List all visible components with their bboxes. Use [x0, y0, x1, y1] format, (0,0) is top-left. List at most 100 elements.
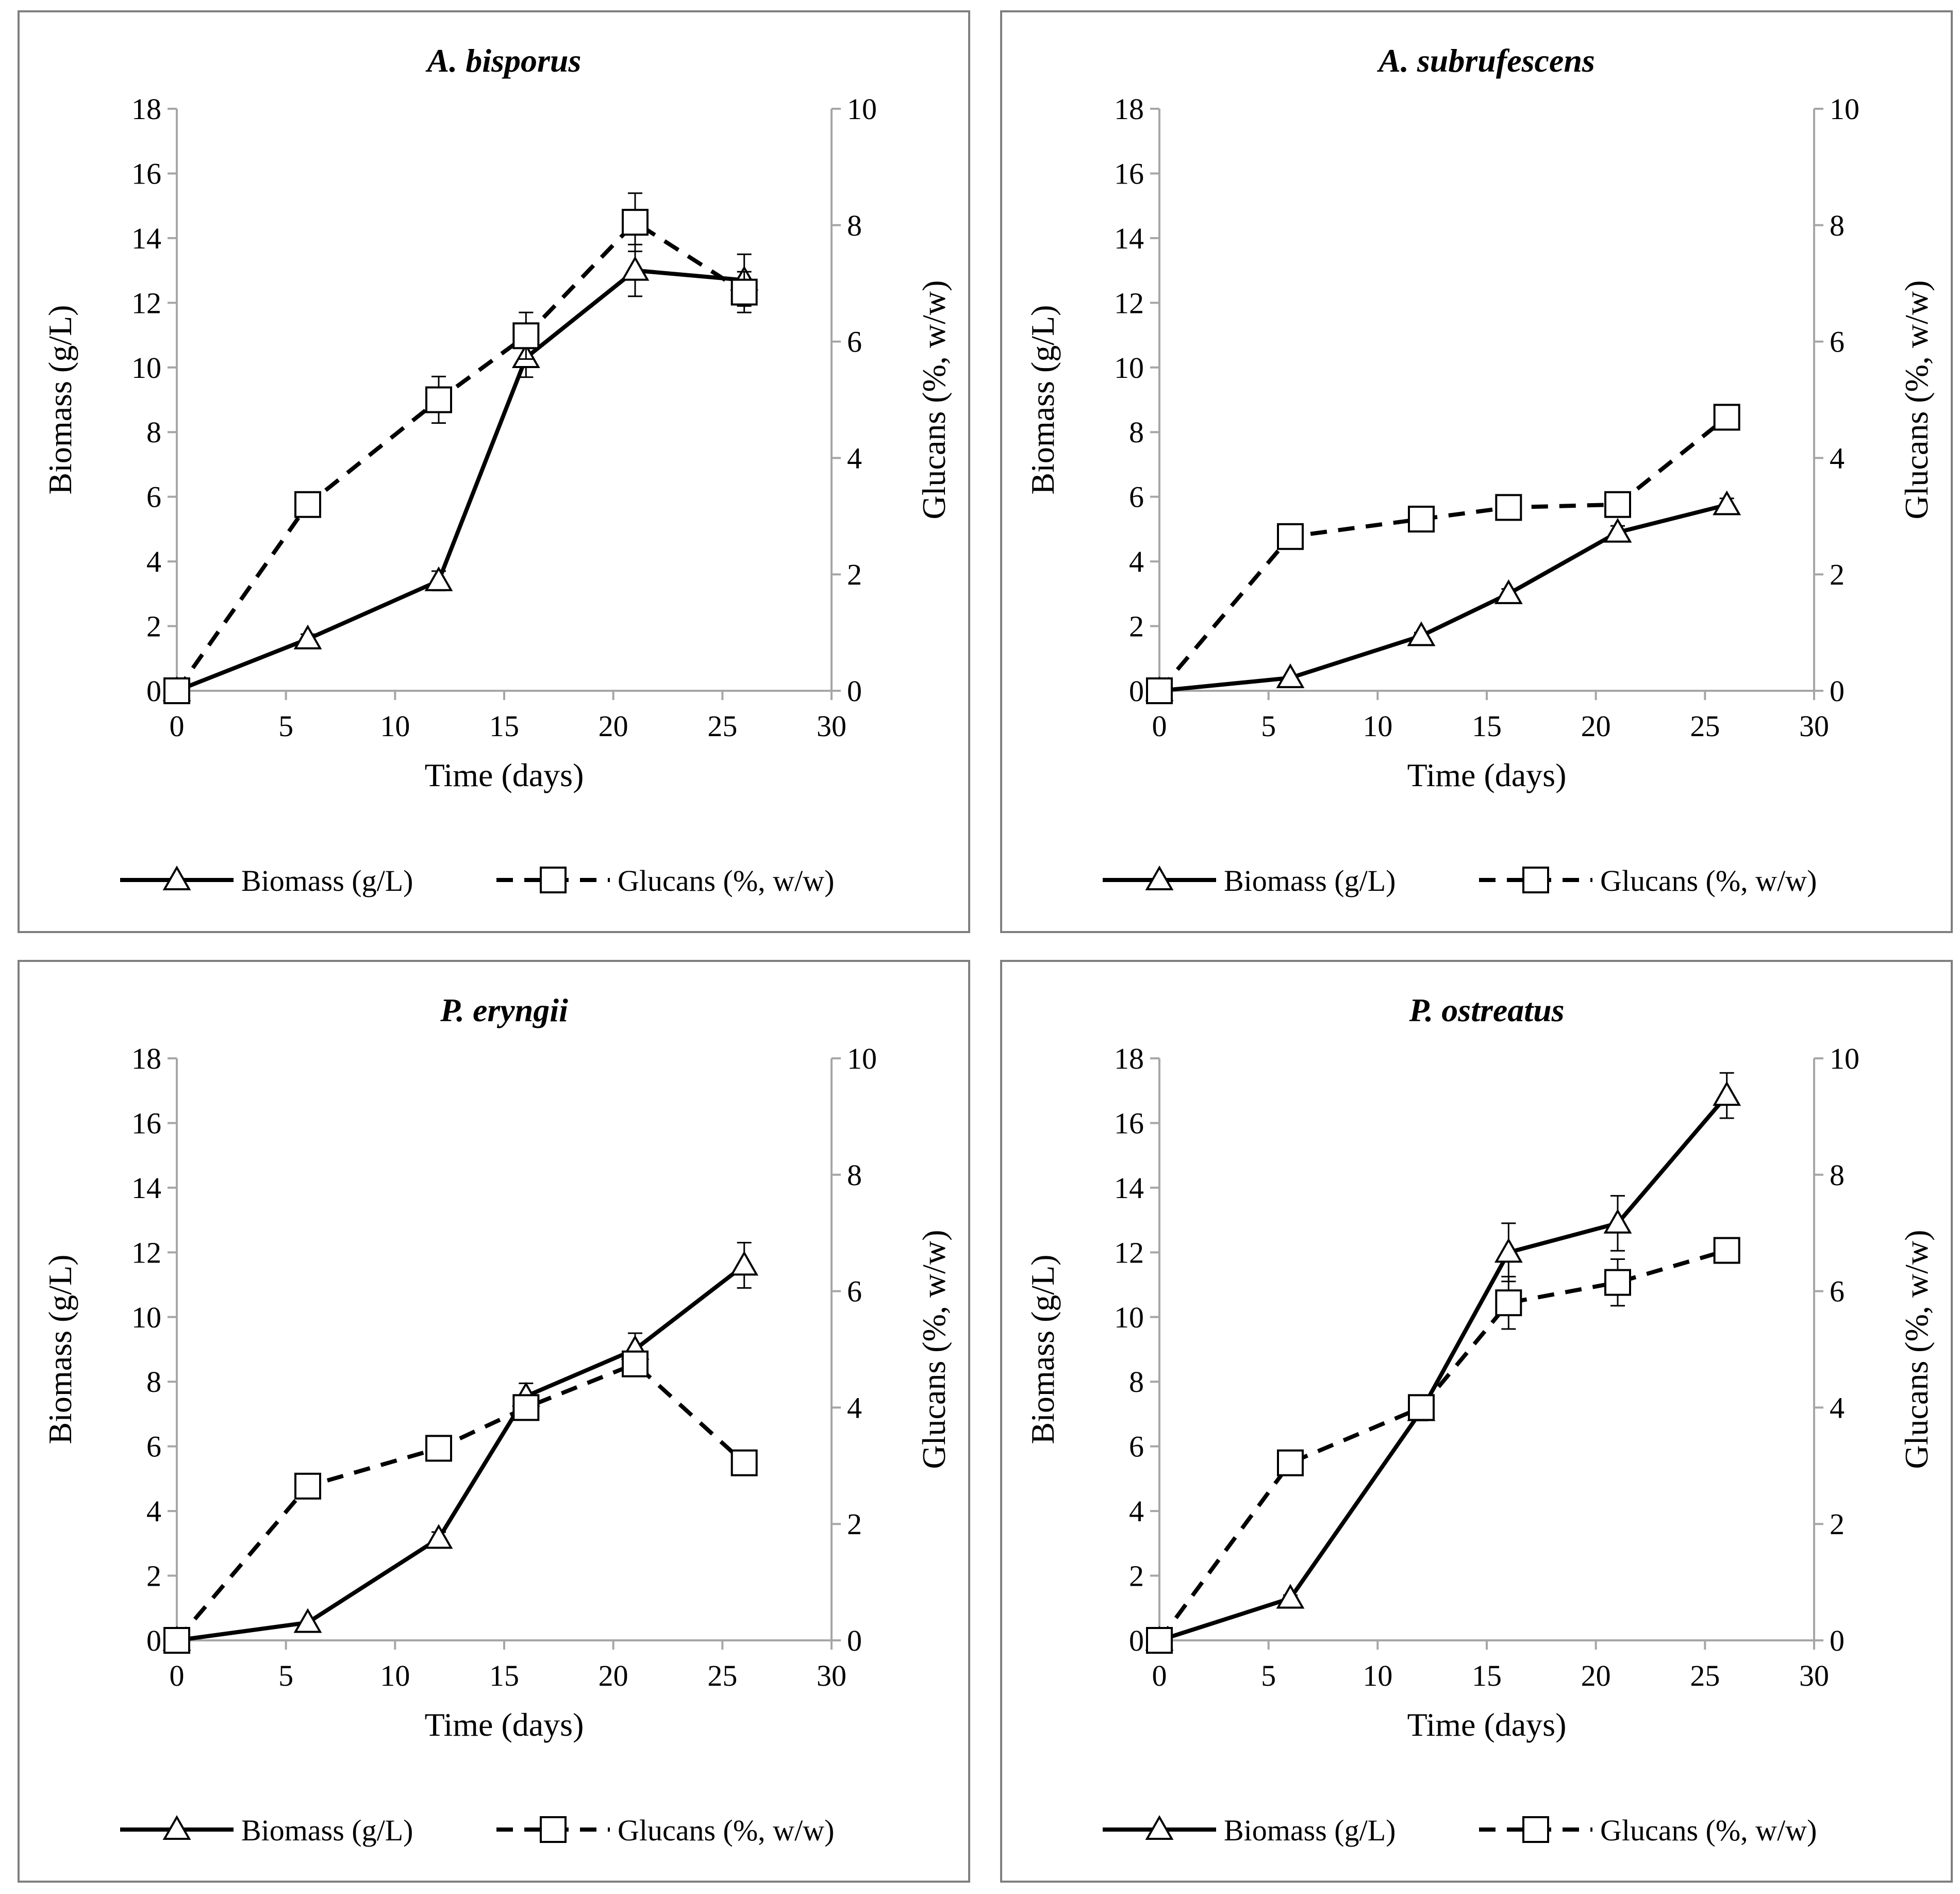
left-y-tick-label: 2 [1129, 1559, 1144, 1593]
data-point-glucans [512, 322, 540, 350]
series-line-glucans [1157, 1248, 1728, 1642]
data-point-glucans [1408, 1394, 1435, 1421]
left-y-tick-label: 12 [1114, 1236, 1144, 1269]
x-tick-label: 30 [1799, 1659, 1829, 1692]
left-y-tick-label: 14 [131, 222, 161, 255]
x-tick-label: 15 [489, 709, 519, 743]
right-y-tick-label: 0 [1830, 674, 1845, 708]
data-point-glucans [1713, 1237, 1740, 1264]
x-tick-label: 20 [1581, 709, 1611, 743]
right-y-tick-label: 2 [847, 1507, 862, 1541]
legend-label-glucans: Glucans (%, w/w) [1600, 864, 1817, 898]
left-y-tick-label: 8 [1129, 416, 1144, 449]
right-y-tick-label: 6 [847, 1275, 862, 1308]
data-point-glucans [622, 209, 649, 236]
legend-triangle-icon [1145, 1815, 1174, 1840]
right-y-tick-label: 10 [847, 1042, 877, 1075]
data-point-biomass [1494, 579, 1523, 604]
right-y-tick-label: 4 [847, 1391, 862, 1424]
x-tick-label: 30 [817, 1659, 846, 1692]
legend-label-biomass: Biomass (g/L) [1224, 864, 1396, 898]
left-y-tick-label: 10 [1114, 351, 1144, 385]
left-y-tick-label: 0 [1129, 1624, 1144, 1657]
legend: Biomass (g/L) Glucans (%, w/w) [1103, 864, 1817, 898]
chart-svg: A. subrufescens 0 2 4 6 8 10 12 14 16 18 0 2 4 6 8 10 0 5 1… [1024, 42, 1935, 898]
data-point-biomass [293, 624, 322, 650]
x-tick-label: 5 [1261, 1659, 1276, 1692]
data-point-biomass [424, 566, 453, 591]
x-tick-label: 20 [599, 1659, 628, 1692]
data-point-biomass [1713, 490, 1741, 516]
data-point-glucans [425, 386, 452, 413]
left-y-axis-label: Biomass (g/L) [1024, 1255, 1061, 1444]
x-tick-label: 30 [817, 709, 846, 743]
series-biomass [1145, 490, 1741, 701]
x-tick-label: 0 [1152, 709, 1167, 743]
x-axis-label: Time (days) [1407, 1706, 1567, 1743]
chart-panel-p-eryngii: P. eryngii 0 2 4 6 8 10 12 14 16 18 0 2 4 6 8 10 0 5 10 15 20… [18, 960, 970, 1883]
x-tick-label: 0 [170, 1659, 185, 1692]
left-y-tick-label: 14 [1114, 222, 1144, 255]
x-axis-label: Time (days) [425, 1706, 584, 1743]
left-y-tick-label: 12 [131, 1236, 161, 1269]
left-y-tick-label: 8 [146, 1365, 161, 1399]
right-y-axis-label: Glucans (%, w/w) [916, 280, 952, 520]
data-point-glucans [1495, 1289, 1522, 1317]
series-glucans [1146, 404, 1740, 704]
x-tick-label: 15 [1472, 1659, 1502, 1692]
right-y-tick-label: 2 [1830, 558, 1845, 591]
left-y-tick-label: 12 [1114, 286, 1144, 320]
series-biomass [1145, 1072, 1741, 1651]
right-y-tick-label: 6 [1830, 325, 1845, 359]
data-point-glucans [730, 1449, 758, 1476]
data-point-biomass [1603, 1208, 1632, 1234]
right-y-tick-label: 2 [1830, 1507, 1845, 1541]
chart-title: P. ostreatus [1408, 992, 1564, 1028]
x-tick-label: 5 [278, 709, 293, 743]
data-point-biomass [1407, 621, 1436, 646]
data-point-glucans [1495, 494, 1522, 521]
right-y-tick-label: 6 [1830, 1275, 1845, 1308]
legend: Biomass (g/L) Glucans (%, w/w) [120, 864, 834, 898]
x-tick-label: 10 [1363, 709, 1392, 743]
right-y-tick-label: 8 [1830, 209, 1845, 242]
left-y-tick-label: 10 [131, 351, 161, 385]
right-y-tick-label: 0 [847, 1624, 862, 1657]
series-glucans [1146, 1237, 1740, 1654]
data-point-glucans [730, 278, 758, 306]
data-point-biomass [293, 1608, 322, 1633]
left-y-tick-label: 18 [1114, 1042, 1144, 1075]
legend-triangle-icon [1145, 865, 1174, 890]
x-tick-label: 15 [489, 1659, 519, 1692]
left-y-tick-label: 16 [131, 157, 161, 190]
left-y-tick-label: 6 [146, 480, 161, 514]
left-y-tick-label: 2 [146, 1559, 161, 1593]
x-tick-label: 0 [170, 709, 185, 743]
right-y-tick-label: 0 [1830, 1624, 1845, 1657]
data-point-biomass [1276, 1584, 1305, 1609]
legend-square-icon [540, 1816, 567, 1843]
x-tick-label: 20 [599, 709, 628, 743]
left-y-tick-label: 4 [146, 1494, 161, 1528]
legend-square-icon [1522, 867, 1549, 893]
x-tick-label: 15 [1472, 709, 1502, 743]
series-line-biomass [176, 1264, 746, 1642]
data-point-biomass [1276, 663, 1305, 688]
x-tick-label: 5 [278, 1659, 293, 1692]
right-y-tick-label: 10 [847, 92, 877, 126]
data-point-glucans [1713, 404, 1740, 431]
data-point-glucans [1277, 1449, 1304, 1476]
chart-title: A. bisporus [425, 42, 582, 79]
left-y-tick-label: 0 [146, 674, 161, 708]
data-point-glucans [1604, 491, 1631, 518]
right-y-tick-label: 4 [847, 441, 862, 475]
left-y-tick-label: 14 [131, 1171, 161, 1205]
series-line-glucans [1157, 416, 1729, 692]
right-y-tick-label: 0 [847, 674, 862, 708]
x-tick-label: 30 [1799, 709, 1829, 743]
series-line-glucans [175, 1361, 746, 1642]
left-y-tick-label: 10 [1114, 1301, 1144, 1334]
left-y-tick-label: 6 [146, 1430, 161, 1464]
data-point-glucans [294, 491, 321, 518]
series-biomass [162, 243, 759, 701]
